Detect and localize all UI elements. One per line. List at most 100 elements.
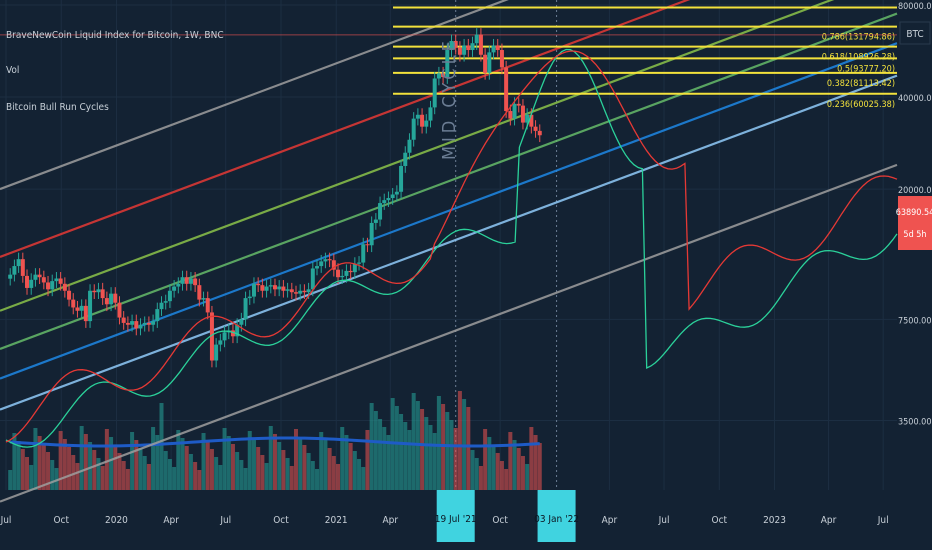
candle-body [470, 43, 475, 51]
candle-body [117, 302, 122, 318]
volume-bar [436, 396, 441, 490]
volume-bar [382, 427, 387, 490]
cycle-line-green [5, 48, 898, 448]
y-tick-label: 80000.00 [898, 2, 932, 12]
volume-bar [218, 465, 223, 490]
candle-body [327, 259, 332, 261]
candle-body [386, 198, 391, 201]
candle-body [508, 111, 513, 119]
volume-bar [243, 468, 248, 490]
candle-body [188, 278, 193, 284]
volume-bar [369, 403, 374, 490]
candle-body [180, 277, 185, 284]
channel-line-2 [0, 0, 835, 312]
x-axis: Jul Oct 2020 Apr Jul Oct 2021 Apr Oct Apr Jul Oct 20… [0, 490, 889, 542]
volume-bar [491, 445, 496, 490]
volume-bar [298, 437, 303, 490]
volume-bar [457, 391, 462, 490]
volume-bar [214, 457, 219, 490]
y-axis: 80000.00 40000.00 20000.00 7500.00 3500.00 [898, 2, 932, 428]
volume-bar [306, 453, 311, 490]
candle-body [525, 114, 530, 123]
last-price-countdown: 5d 5h [903, 230, 926, 240]
volume-bar [344, 435, 349, 490]
candle-body [134, 321, 139, 329]
candle-body [113, 293, 118, 303]
volume-bar [453, 428, 458, 490]
candle-body [428, 107, 433, 121]
candle-body [281, 286, 286, 291]
candle-body [142, 322, 147, 325]
volume-bar [399, 414, 404, 490]
volume-bar [235, 452, 240, 490]
volume-bar [529, 427, 534, 490]
volume-bar [205, 441, 210, 490]
volume-bars [8, 391, 542, 490]
channel-line-4 [0, 42, 898, 380]
candle-body [432, 78, 437, 108]
candle-body [361, 244, 366, 263]
volume-bar [277, 442, 282, 490]
candle-body [415, 114, 420, 119]
volume-bar [226, 436, 231, 490]
candle-body [79, 305, 84, 311]
volume-bar [272, 434, 277, 490]
volume-bar [117, 453, 122, 490]
candle-body [407, 139, 412, 153]
candle-body [50, 281, 55, 290]
volume-bar [445, 412, 450, 490]
volume-bar [289, 466, 294, 490]
candle-body [12, 266, 17, 275]
volume-bar [420, 409, 425, 490]
volume-bar [428, 425, 433, 490]
volume-bar [172, 467, 177, 490]
volume-bar [365, 430, 370, 490]
candle-body [516, 103, 521, 106]
candle-body [71, 299, 76, 308]
volume-bar [466, 407, 471, 490]
currency-badge-label: BTC [906, 29, 923, 40]
candle-body [29, 279, 34, 288]
candle-body [441, 73, 446, 78]
candle-body [357, 262, 362, 264]
candle-body [272, 285, 277, 290]
candle-body [483, 54, 488, 73]
candle-body [340, 275, 345, 278]
volume-bar [79, 426, 84, 490]
volume-bar [424, 417, 429, 490]
candle-body [277, 286, 282, 290]
candle-body [319, 261, 324, 267]
volume-bar [138, 448, 143, 490]
volume-bar [163, 451, 168, 490]
volume-bar [29, 465, 34, 490]
volume-bar [357, 459, 362, 490]
volume-bar [504, 469, 509, 490]
volume-bar [8, 470, 13, 490]
y-tick-label: 7500.00 [898, 316, 931, 326]
volume-bar [256, 447, 261, 490]
candle-body [163, 301, 168, 303]
candle-body [352, 263, 357, 273]
x-tick-label: Apr [602, 515, 618, 526]
volume-bar [134, 440, 139, 490]
x-tick-label: 2023 [763, 515, 786, 526]
x-tick-label: Jul [219, 515, 231, 526]
candle-body [125, 322, 130, 325]
volume-bar [411, 393, 416, 490]
volume-bar [251, 439, 256, 490]
volume-bar [293, 429, 298, 490]
volume-bar [142, 456, 147, 490]
candle-body [41, 277, 46, 283]
volume-bar [62, 439, 67, 490]
indicator-label: Bitcoin Bull Run Cycles [6, 102, 109, 113]
volume-bar [121, 461, 126, 490]
highlight-date-label: 19 Jul '21 [435, 514, 477, 525]
volume-bar [188, 454, 193, 490]
last-price-value: 63890.54 [896, 208, 932, 218]
x-tick-label: Jul [658, 515, 670, 526]
candle-body [75, 307, 80, 311]
volume-bar [37, 436, 42, 490]
currency-badge[interactable]: BTC [899, 21, 931, 45]
volume-average-line [10, 436, 540, 448]
